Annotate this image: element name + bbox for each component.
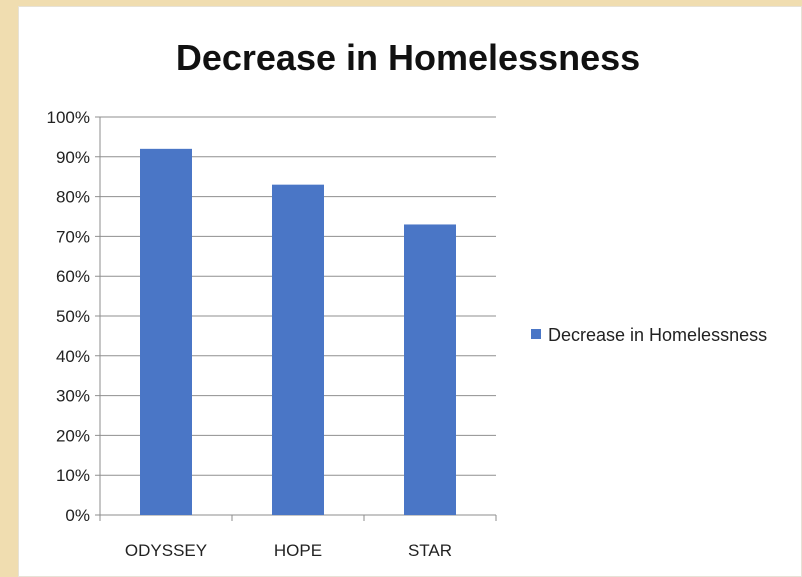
x-category-label: STAR [408,541,452,560]
bar-star [404,224,456,515]
y-tick-label: 50% [56,307,90,326]
y-tick-label: 60% [56,267,90,286]
y-tick-label: 90% [56,148,90,167]
y-axis-ticks: 0% 10% 20% 30% 40% 50% 60% 70% 80% 90% 100% [47,108,90,525]
legend-label: Decrease in Homelessness [548,325,767,345]
bar-odyssey [140,148,192,515]
y-tick-label: 40% [56,347,90,366]
y-tick-label: 10% [56,466,90,485]
y-tick-label: 80% [56,188,90,207]
bar-hope [272,184,324,515]
x-category-label: HOPE [274,541,322,560]
x-category-label: ODYSSEY [125,541,207,560]
y-tick-label: 100% [47,108,90,127]
y-tick-label: 20% [56,426,90,445]
y-tick-label: 70% [56,227,90,246]
y-tick-label: 0% [65,506,90,525]
bars [140,148,456,515]
chart-title: Decrease in Homelessness [176,37,640,78]
legend-swatch [531,329,541,339]
legend: Decrease in Homelessness [531,325,767,345]
y-tick-label: 30% [56,387,90,406]
x-axis: ODYSSEY HOPE STAR [99,515,497,560]
